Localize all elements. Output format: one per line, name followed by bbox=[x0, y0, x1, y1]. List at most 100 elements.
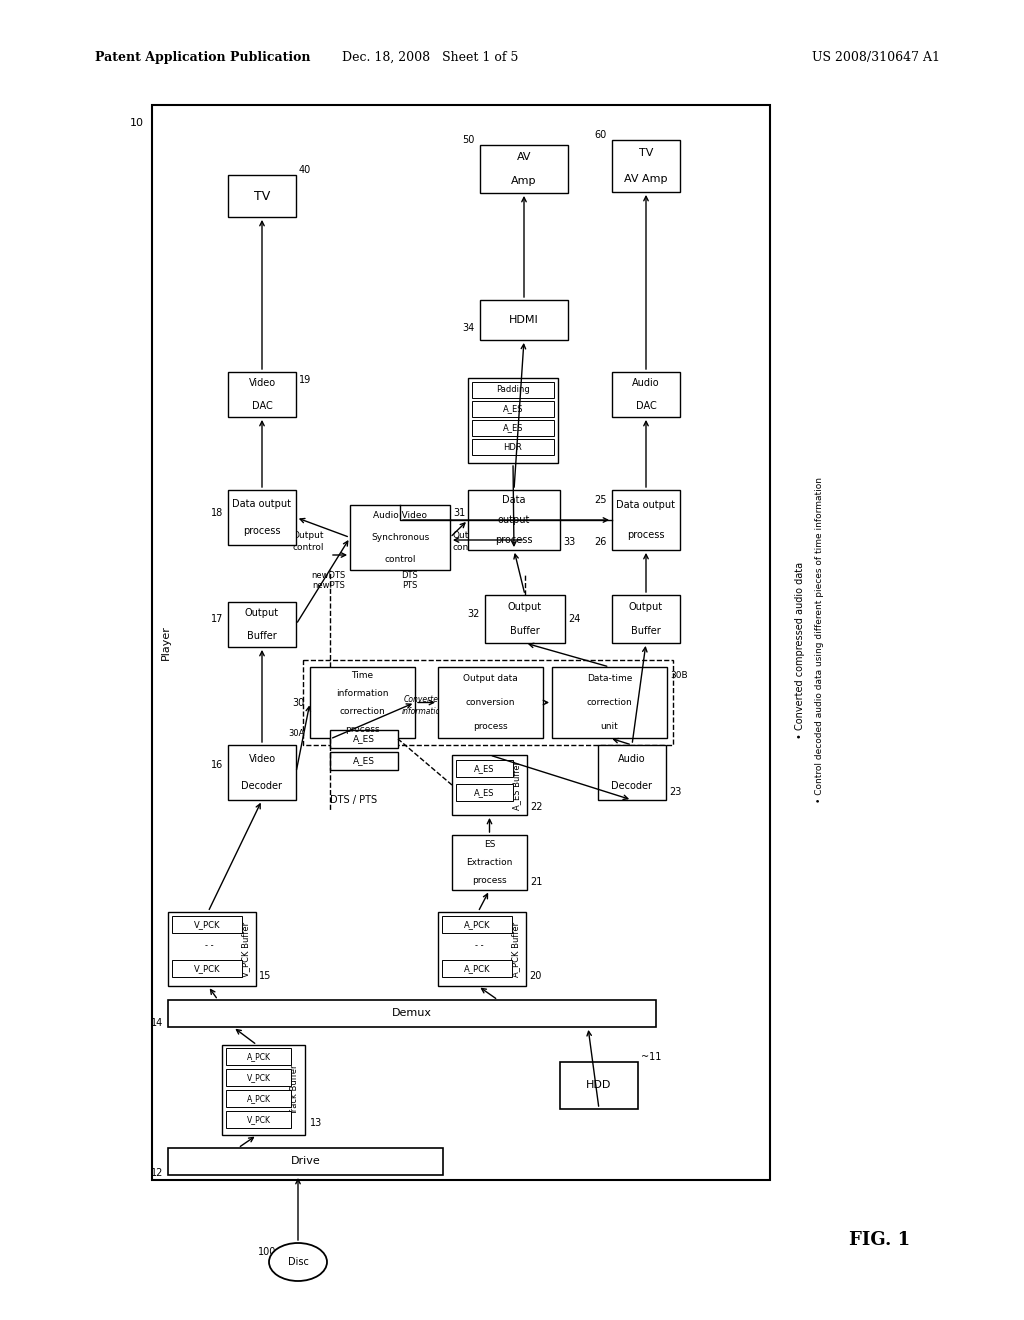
Bar bbox=[552, 667, 667, 738]
Text: • Control decoded audio data using different pieces of time information: • Control decoded audio data using diffe… bbox=[815, 477, 824, 803]
Bar bbox=[452, 755, 527, 814]
Bar bbox=[442, 916, 512, 933]
Text: Data output: Data output bbox=[232, 499, 292, 508]
Text: HDMI: HDMI bbox=[509, 315, 539, 325]
Text: Extraction: Extraction bbox=[466, 858, 513, 867]
Text: TV: TV bbox=[254, 190, 270, 202]
Text: output: output bbox=[498, 515, 530, 525]
Text: HDD: HDD bbox=[587, 1081, 611, 1090]
Text: 33: 33 bbox=[563, 537, 575, 546]
Text: 19: 19 bbox=[299, 375, 311, 385]
Bar bbox=[456, 760, 513, 777]
Bar bbox=[468, 378, 558, 463]
Bar bbox=[303, 660, 673, 744]
Bar bbox=[472, 420, 554, 436]
Bar bbox=[472, 401, 554, 417]
Text: process: process bbox=[496, 535, 532, 545]
Text: 20: 20 bbox=[529, 972, 542, 981]
Bar bbox=[222, 1045, 305, 1135]
Bar bbox=[472, 381, 554, 399]
Text: Output: Output bbox=[629, 602, 664, 612]
Bar bbox=[438, 667, 543, 738]
Text: information: information bbox=[402, 706, 446, 715]
Text: Patent Application Publication: Patent Application Publication bbox=[95, 50, 310, 63]
Text: PTS: PTS bbox=[402, 582, 418, 590]
Bar bbox=[472, 440, 554, 455]
Text: 12: 12 bbox=[151, 1168, 163, 1179]
Text: V_PCK: V_PCK bbox=[194, 964, 220, 973]
Bar bbox=[172, 960, 242, 977]
Text: A_ES: A_ES bbox=[474, 788, 495, 797]
Bar bbox=[152, 106, 770, 1180]
Bar bbox=[438, 912, 526, 986]
Text: HDR: HDR bbox=[504, 442, 522, 451]
Bar bbox=[442, 960, 512, 977]
Text: control: control bbox=[384, 554, 416, 564]
Text: 25: 25 bbox=[595, 495, 607, 506]
Ellipse shape bbox=[269, 1243, 327, 1280]
Bar bbox=[228, 744, 296, 800]
Text: Synchronous: Synchronous bbox=[371, 533, 429, 543]
Bar bbox=[598, 744, 666, 800]
Text: Data: Data bbox=[502, 495, 525, 506]
Text: Buffer: Buffer bbox=[631, 626, 660, 636]
Bar bbox=[468, 490, 560, 550]
Text: process: process bbox=[345, 725, 380, 734]
Text: ES: ES bbox=[483, 840, 496, 849]
Text: correction: correction bbox=[587, 698, 633, 708]
Text: Time: Time bbox=[351, 672, 374, 680]
Text: Drive: Drive bbox=[291, 1156, 321, 1167]
Text: 13: 13 bbox=[310, 1118, 323, 1129]
Text: • Converted compressed audio data: • Converted compressed audio data bbox=[795, 561, 805, 739]
Text: A_PCK: A_PCK bbox=[247, 1094, 270, 1104]
Text: conversion: conversion bbox=[466, 698, 515, 708]
Bar bbox=[228, 176, 296, 216]
Text: 18: 18 bbox=[211, 507, 223, 517]
Text: process: process bbox=[244, 527, 281, 536]
Text: 26: 26 bbox=[595, 537, 607, 546]
Text: V_PCK: V_PCK bbox=[194, 920, 220, 929]
Text: ~11: ~11 bbox=[641, 1052, 662, 1063]
Text: unit: unit bbox=[601, 722, 618, 731]
Text: Audio Video: Audio Video bbox=[373, 511, 427, 520]
Text: AV: AV bbox=[517, 152, 531, 162]
Text: Output: Output bbox=[292, 531, 324, 540]
Bar bbox=[172, 916, 242, 933]
Bar bbox=[560, 1063, 638, 1109]
Bar bbox=[226, 1111, 291, 1129]
Text: Video: Video bbox=[249, 379, 275, 388]
Bar bbox=[350, 506, 450, 570]
Text: DAC: DAC bbox=[252, 401, 272, 411]
Text: Player: Player bbox=[161, 626, 171, 660]
Text: 23: 23 bbox=[669, 787, 681, 797]
Bar bbox=[480, 145, 568, 193]
Text: Output data: Output data bbox=[463, 675, 518, 684]
Text: 16: 16 bbox=[211, 759, 223, 770]
Text: Decoder: Decoder bbox=[242, 781, 283, 791]
Text: Audio: Audio bbox=[618, 754, 646, 764]
Bar bbox=[612, 372, 680, 417]
Text: A_PCK: A_PCK bbox=[247, 1052, 270, 1061]
Bar bbox=[456, 784, 513, 801]
Text: AV Amp: AV Amp bbox=[625, 174, 668, 183]
Text: correction: correction bbox=[340, 708, 385, 715]
Text: TV: TV bbox=[639, 148, 653, 158]
Text: 14: 14 bbox=[151, 1019, 163, 1028]
Text: Output: Output bbox=[453, 531, 483, 540]
Text: 50: 50 bbox=[463, 135, 475, 145]
Text: DTS / PTS: DTS / PTS bbox=[330, 795, 377, 805]
Bar bbox=[168, 1148, 443, 1175]
Text: control: control bbox=[453, 543, 483, 552]
Text: 30A: 30A bbox=[289, 729, 305, 738]
Text: A_ES: A_ES bbox=[503, 424, 523, 433]
Text: Dec. 18, 2008   Sheet 1 of 5: Dec. 18, 2008 Sheet 1 of 5 bbox=[342, 50, 518, 63]
Text: A_PCK Buffer: A_PCK Buffer bbox=[512, 921, 520, 977]
Text: information: information bbox=[336, 689, 389, 698]
Text: - -: - - bbox=[475, 941, 483, 950]
Text: FIG. 1: FIG. 1 bbox=[850, 1232, 910, 1249]
Text: A_ES: A_ES bbox=[503, 404, 523, 413]
Text: 24: 24 bbox=[568, 614, 581, 624]
Text: Buffer: Buffer bbox=[510, 626, 540, 636]
Text: Output: Output bbox=[508, 602, 542, 612]
Text: Demux: Demux bbox=[392, 1008, 432, 1019]
